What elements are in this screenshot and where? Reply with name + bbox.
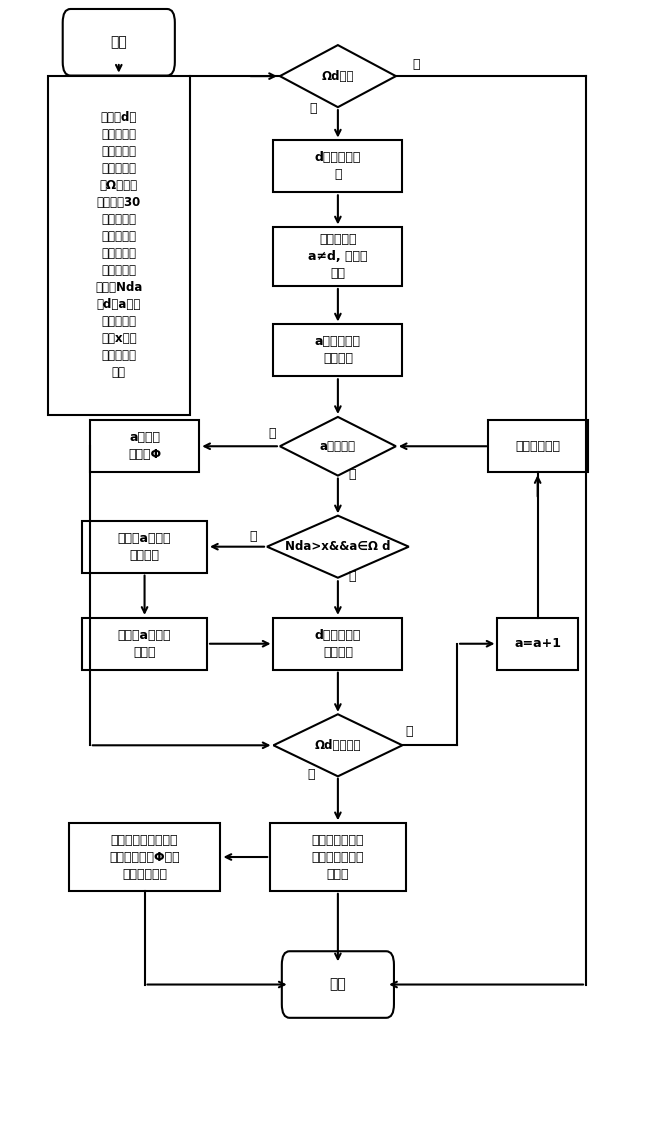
Text: 信誉值结合对应
感知报告做出感
知决策: 信誉值结合对应 感知报告做出感 知决策 (311, 833, 364, 880)
Text: 否: 否 (310, 102, 317, 116)
FancyBboxPatch shape (274, 227, 402, 286)
Text: 是: 是 (307, 768, 315, 781)
FancyBboxPatch shape (48, 76, 190, 415)
FancyBboxPatch shape (69, 823, 220, 891)
FancyBboxPatch shape (274, 618, 402, 670)
Text: Ωd为空: Ωd为空 (322, 69, 354, 83)
Text: a被记录
到集合Φ: a被记录 到集合Φ (128, 431, 161, 462)
Text: 开始: 开始 (111, 35, 127, 49)
Text: 记录交互信息，更新
信誉值，广播Φ中的
次用户信誉值: 记录交互信息，更新 信誉值，广播Φ中的 次用户信誉值 (109, 833, 180, 880)
Text: 请求者d的
本地数据库
中存有邻居
次用户（集
合Ω）的信
誉值，每30
秒通过公共
控制信道将
给邻居次用
户发存在的
连接，Nda
为d与a次用
户的交互次: 请求者d的 本地数据库 中存有邻居 次用户（集 合Ω）的信 誉值，每30 秒通过… (95, 111, 142, 380)
Text: 否: 否 (405, 726, 412, 738)
Text: a=a+1: a=a+1 (514, 637, 561, 650)
Polygon shape (267, 516, 409, 577)
FancyBboxPatch shape (274, 141, 402, 193)
FancyBboxPatch shape (270, 823, 406, 891)
Text: 结束: 结束 (330, 978, 346, 991)
FancyBboxPatch shape (488, 421, 588, 472)
Text: 是: 是 (412, 58, 419, 71)
Text: 是: 是 (348, 468, 356, 481)
FancyBboxPatch shape (82, 521, 207, 573)
Text: 发送对a的信誉
推荐请求: 发送对a的信誉 推荐请求 (118, 532, 172, 561)
Text: a进行博弈的
收益分析: a进行博弈的 收益分析 (315, 336, 361, 365)
Text: Ωd遍历完成: Ωd遍历完成 (315, 738, 361, 752)
FancyBboxPatch shape (274, 324, 402, 376)
Polygon shape (274, 714, 402, 777)
FancyBboxPatch shape (82, 618, 207, 670)
Text: 是: 是 (348, 569, 356, 583)
Text: Nda>x&&a∈Ω d: Nda>x&&a∈Ω d (285, 540, 391, 553)
Polygon shape (280, 45, 396, 107)
Text: 否: 否 (268, 428, 276, 440)
Text: a选择协作: a选择协作 (320, 440, 356, 452)
FancyBboxPatch shape (62, 9, 175, 76)
FancyBboxPatch shape (497, 618, 578, 670)
Text: 计算对a的综合
信誉值: 计算对a的综合 信誉值 (118, 628, 172, 659)
Text: d进行博弈的
收益分析: d进行博弈的 收益分析 (315, 628, 361, 659)
Text: 否: 否 (249, 530, 257, 543)
Text: 邻居次用户
a≠d, 接收到
请求: 邻居次用户 a≠d, 接收到 请求 (308, 234, 368, 280)
Text: 单次用户感知: 单次用户感知 (515, 440, 560, 452)
FancyBboxPatch shape (90, 421, 200, 472)
FancyBboxPatch shape (282, 951, 394, 1018)
Text: d发送协作请
求: d发送协作请 求 (315, 152, 361, 181)
Polygon shape (280, 417, 396, 475)
